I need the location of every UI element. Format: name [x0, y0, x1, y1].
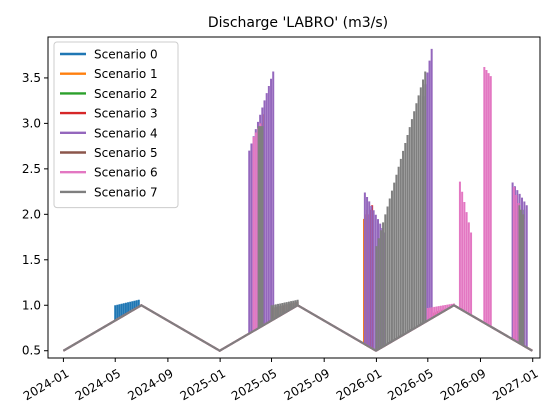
x-tick-label: 2025-05	[229, 366, 279, 403]
y-tick-label: 2.0	[22, 207, 41, 221]
chart-title: Discharge 'LABRO' (m3/s)	[208, 15, 388, 31]
plot-area	[62, 48, 533, 352]
series-spike	[252, 123, 262, 331]
y-axis: 0.5 1.0 1.5 2.0 2.5 3.0 3.5	[22, 71, 48, 358]
series-scenario-7	[62, 71, 533, 352]
x-tick-label: 2025-09	[282, 366, 332, 403]
y-tick-label: 3.0	[22, 116, 41, 130]
series-line	[62, 304, 533, 352]
x-tick-label: 2027-01	[490, 366, 540, 403]
x-tick-label: 2024-09	[125, 366, 175, 403]
series-line	[62, 304, 533, 352]
y-tick-label: 0.5	[22, 344, 41, 358]
series-spike	[270, 299, 299, 321]
series-spike	[257, 126, 264, 328]
x-tick-label: 2026-09	[438, 366, 488, 403]
legend-label: Scenario 5	[94, 146, 158, 160]
legend-label: Scenario 1	[94, 67, 158, 81]
series-spike	[426, 303, 455, 321]
series-line	[62, 304, 533, 352]
series-spike	[458, 181, 473, 316]
x-tick-label: 2026-01	[334, 366, 384, 403]
legend-box	[53, 41, 179, 209]
series-line	[62, 304, 533, 352]
y-tick-label: 3.5	[22, 71, 41, 85]
y-tick-label: 1.5	[22, 253, 41, 267]
legend-label: Scenario 0	[94, 48, 158, 62]
legend-label: Scenario 7	[94, 185, 158, 199]
y-tick-label: 2.5	[22, 162, 41, 176]
series-spike	[483, 67, 492, 327]
x-tick-label: 2026-05	[385, 366, 435, 403]
x-tick-label: 2024-05	[73, 366, 123, 403]
legend-label: Scenario 6	[94, 166, 158, 180]
series-line	[62, 304, 533, 352]
series-group	[62, 48, 533, 352]
series-line	[62, 304, 533, 352]
plot-frame	[47, 36, 541, 359]
series-line	[62, 304, 533, 352]
legend-label: Scenario 2	[94, 87, 158, 101]
series-spike	[518, 205, 525, 346]
legend-label: Scenario 4	[94, 126, 158, 140]
x-tick-label: 2024-01	[21, 366, 71, 403]
series-spike	[375, 71, 427, 351]
series-line	[62, 304, 533, 352]
x-tick-label: 2025-01	[178, 366, 228, 403]
series-spike	[114, 299, 140, 321]
x-axis: 2024-01 2024-05 2024-09 2025-01 2025-05 2025-…	[21, 358, 541, 403]
y-tick-label: 1.0	[22, 298, 41, 312]
legend: Scenario 0 Scenario 1 Scenario 2 Scenario 3…	[53, 41, 179, 209]
legend-label: Scenario 3	[94, 107, 158, 121]
